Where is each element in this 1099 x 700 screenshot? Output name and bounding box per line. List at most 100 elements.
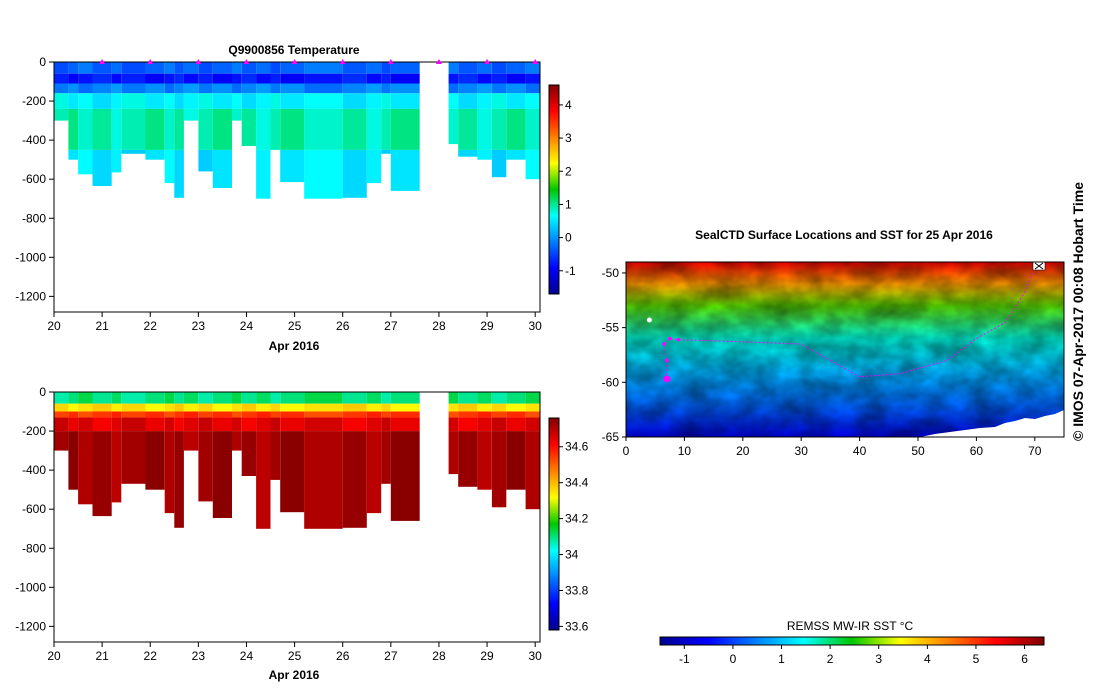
- section-cell: [121, 411, 146, 418]
- x-tick-label: 27: [384, 319, 398, 333]
- section-cell: [304, 83, 343, 94]
- section-cell: [366, 83, 382, 94]
- section-cell: [342, 431, 367, 528]
- section-cell: [111, 403, 122, 412]
- section-cell: [212, 62, 232, 74]
- section-cell: [121, 83, 146, 94]
- section-cell: [68, 83, 78, 94]
- sst-map-frame: [625, 261, 1065, 438]
- section-cell: [78, 108, 93, 150]
- section-cell: [381, 403, 391, 412]
- section-cell: [304, 149, 343, 199]
- sst-map-x-ticks: 0 10 20 30 40 50 60 70: [623, 437, 1042, 458]
- section-cell: [68, 417, 78, 432]
- section-cell: [111, 411, 122, 418]
- section-cell: [198, 83, 213, 94]
- section-cell: [448, 108, 459, 145]
- section-cell: [256, 62, 271, 74]
- section-cell: [390, 93, 420, 109]
- section-cell: [448, 403, 459, 412]
- section-cell: [506, 93, 526, 109]
- sst-colorbar-tick-label: -1: [679, 652, 690, 666]
- section-cell: [280, 411, 305, 418]
- section-cell: [198, 417, 213, 432]
- sst-colorbar: [659, 636, 1045, 646]
- y-tick-label: -1000: [15, 250, 46, 264]
- section-cell: [477, 392, 492, 404]
- x-tick-label: 29: [480, 319, 494, 333]
- section-cell: [111, 417, 122, 432]
- section-cell: [270, 73, 281, 84]
- section-cell: [164, 403, 175, 412]
- section-cell: [164, 73, 175, 84]
- section-cell: [256, 431, 271, 529]
- section-cell: [198, 411, 213, 418]
- section-cell: [381, 62, 391, 74]
- section-cell: [145, 431, 165, 490]
- section-cell: [78, 403, 93, 412]
- section-cell: [256, 392, 271, 404]
- section-cell: [342, 403, 367, 412]
- temperature-y-ticks: 0 -200 -400 -600 -800 -1000 -1200: [15, 55, 54, 303]
- section-cell: [232, 431, 242, 451]
- colorbar-tick-label: 33.6: [565, 619, 589, 633]
- section-cell: [448, 62, 459, 74]
- sst-map-title: SealCTD Surface Locations and SST for 25…: [695, 228, 993, 242]
- y-tick-label: -600: [22, 502, 46, 516]
- x-tick-label: 22: [144, 319, 158, 333]
- track-point: [662, 342, 666, 346]
- y-tick-label: -1200: [15, 289, 46, 303]
- section-cell: [241, 108, 257, 146]
- section-cell: [145, 62, 165, 74]
- section-cell: [390, 417, 420, 432]
- section-cell: [270, 108, 281, 150]
- section-cell: [506, 431, 526, 490]
- section-cell: [390, 431, 420, 521]
- track-point: [668, 336, 672, 341]
- section-cell: [270, 417, 281, 432]
- sst-colorbar-tick-label: 2: [827, 652, 834, 666]
- sst-colorbar-tick-label: 0: [730, 652, 737, 666]
- sst-colorbar-ticks: -1 0 1 2 3 4 5 6: [679, 645, 1028, 666]
- section-cell: [491, 403, 507, 412]
- salinity-x-ticks: 20 21 22 23 24 25 26 27 28 29 30: [47, 642, 542, 663]
- section-cell: [448, 93, 459, 109]
- section-cell: [145, 392, 165, 404]
- section-cell: [54, 411, 69, 418]
- section-cell: [121, 93, 146, 109]
- map-y-tick-label: -50: [602, 266, 620, 280]
- section-cell: [54, 417, 69, 432]
- x-tick-label: 20: [47, 649, 61, 663]
- temperature-panel: Q9900856 Temperature 20 21 22 23 24 25 26 27 28 2…: [15, 43, 576, 353]
- profile-marker: [195, 59, 202, 64]
- section-cell: [174, 149, 184, 198]
- section-cell: [68, 392, 78, 404]
- section-cell: [198, 431, 213, 502]
- colorbar-tick-label: 34.6: [565, 440, 589, 454]
- section-cell: [121, 403, 146, 412]
- section-cell: [525, 93, 540, 109]
- section-cell: [174, 403, 184, 412]
- section-cell: [54, 62, 69, 74]
- section-cell: [212, 392, 232, 404]
- section-cell: [92, 403, 112, 412]
- temperature-x-label: Apr 2016: [269, 339, 320, 353]
- y-tick-label: -600: [22, 172, 46, 186]
- section-cell: [458, 411, 478, 418]
- section-cell: [491, 73, 507, 84]
- section-cell: [280, 93, 305, 109]
- section-cell: [183, 62, 199, 74]
- profile-marker: [291, 59, 298, 64]
- section-cell: [232, 411, 242, 418]
- section-cell: [448, 73, 459, 84]
- section-cell: [145, 149, 165, 160]
- temperature-x-ticks: 20 21 22 23 24 25 26 27 28 29 30: [47, 312, 542, 333]
- section-cell: [280, 149, 305, 183]
- section-cell: [366, 431, 382, 514]
- section-cell: [164, 62, 175, 74]
- section-cell: [280, 431, 305, 513]
- section-cell: [270, 83, 281, 94]
- section-cell: [232, 62, 242, 74]
- section-cell: [366, 93, 382, 109]
- section-cell: [164, 417, 175, 432]
